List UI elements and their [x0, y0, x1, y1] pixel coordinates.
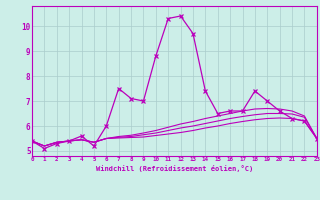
X-axis label: Windchill (Refroidissement éolien,°C): Windchill (Refroidissement éolien,°C): [96, 165, 253, 172]
